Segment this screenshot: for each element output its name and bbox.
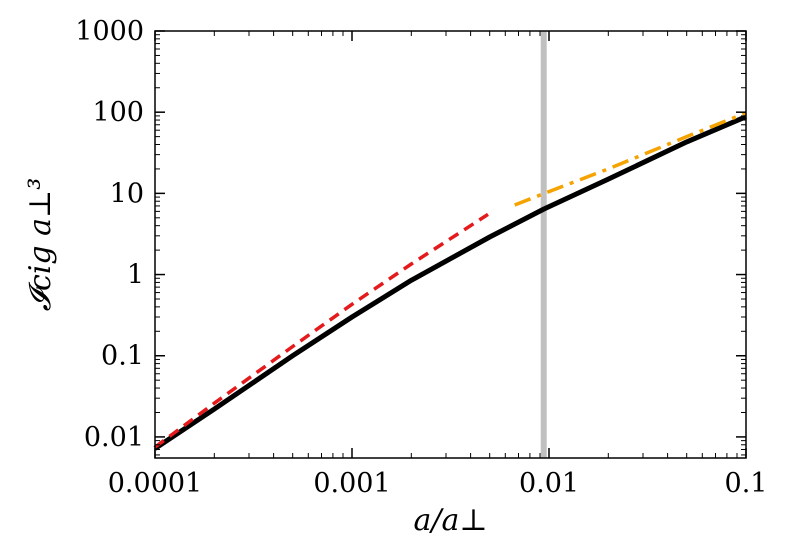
x-tick-label: 0.1 [725, 468, 768, 499]
chart-marks [153, 31, 747, 458]
y-tick-label: 0.01 [84, 422, 144, 453]
y-tick-label: 10 [110, 178, 144, 209]
series-dashed-red [153, 212, 489, 449]
y-tick-label: 1 [127, 260, 144, 291]
x-tick-label: 0.0001 [108, 468, 202, 499]
y-tick-label: 1000 [75, 16, 144, 47]
y-axis-label: 𝓘cig a⊥³ [23, 178, 58, 312]
x-tick-label: 0.01 [519, 468, 579, 499]
chart-ticks: 0.0001 0.001 0.01 0.1 0.01 0.1 1 10 100 1000 [75, 16, 767, 499]
x-axis-label: a/a⊥ [413, 503, 487, 537]
series-dashdot-orange [514, 111, 747, 207]
series-solid-black [153, 114, 747, 451]
plot-frame [154, 30, 747, 459]
y-tick-label: 100 [92, 97, 144, 128]
y-tick-label: 0.1 [101, 341, 144, 372]
x-tick-label: 0.001 [313, 468, 390, 499]
